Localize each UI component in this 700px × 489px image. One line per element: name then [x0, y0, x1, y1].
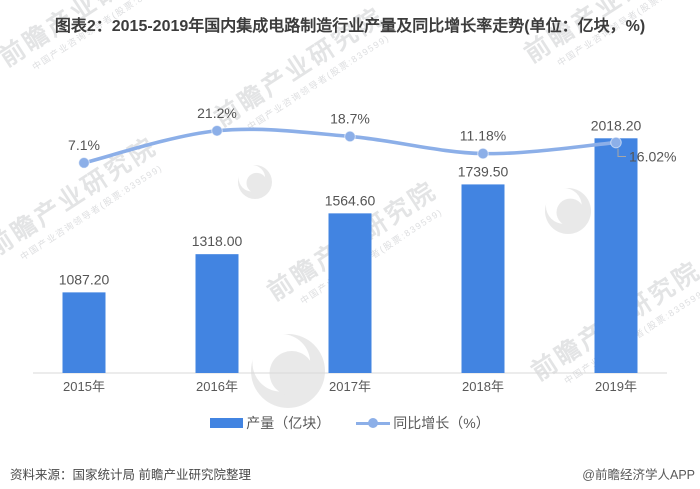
bar-value-label: 1564.60	[325, 192, 376, 208]
line-value-label: 18.7%	[330, 110, 370, 126]
chart-title: 图表2：2015-2019年国内集成电路制造行业产量及同比增长率走势(单位：亿块…	[54, 18, 646, 35]
legend: 产量（亿块） 同比增长（%）	[0, 413, 700, 433]
x-tick-label: 2017年	[329, 379, 371, 394]
bar-value-label: 1739.50	[458, 163, 509, 179]
line-marker	[610, 136, 622, 149]
source-note: 资料来源：国家统计局 前瞻产业研究院整理	[10, 468, 251, 482]
legend-item-production: 产量（亿块）	[210, 413, 330, 433]
line-value-label: 16.02%	[629, 149, 676, 165]
line-marker	[344, 130, 356, 143]
bar-value-label: 1087.20	[59, 271, 110, 287]
legend-item-growth: 同比增长（%）	[356, 413, 490, 433]
label-leader-line	[617, 148, 626, 158]
bar-value-label: 2018.20	[591, 117, 642, 133]
line-marker	[211, 124, 223, 137]
line-value-label: 21.2%	[197, 105, 237, 121]
x-tick-label: 2016年	[196, 379, 238, 394]
bar-2017年	[328, 213, 372, 373]
bar-2016年	[195, 254, 239, 373]
legend-bar-swatch-icon	[210, 418, 244, 428]
line-value-label: 11.18%	[460, 128, 506, 144]
credit-note: @前瞻经济学人APP	[582, 468, 695, 482]
line-marker	[477, 147, 489, 160]
x-tick-label: 2015年	[63, 379, 105, 394]
line-marker	[78, 157, 90, 169]
legend-line-label: 同比增长（%）	[393, 415, 490, 431]
legend-bar-label: 产量（亿块）	[246, 415, 331, 431]
x-tick-label: 2018年	[462, 379, 504, 394]
line-value-label: 7.1%	[68, 137, 100, 153]
x-tick-label: 2019年	[595, 379, 637, 394]
bar-value-label: 1318.00	[192, 233, 243, 249]
bar-2015年	[62, 292, 106, 373]
legend-line-swatch-icon	[356, 418, 391, 428]
bar-2018年	[461, 184, 505, 373]
bar-2019年	[594, 138, 638, 373]
